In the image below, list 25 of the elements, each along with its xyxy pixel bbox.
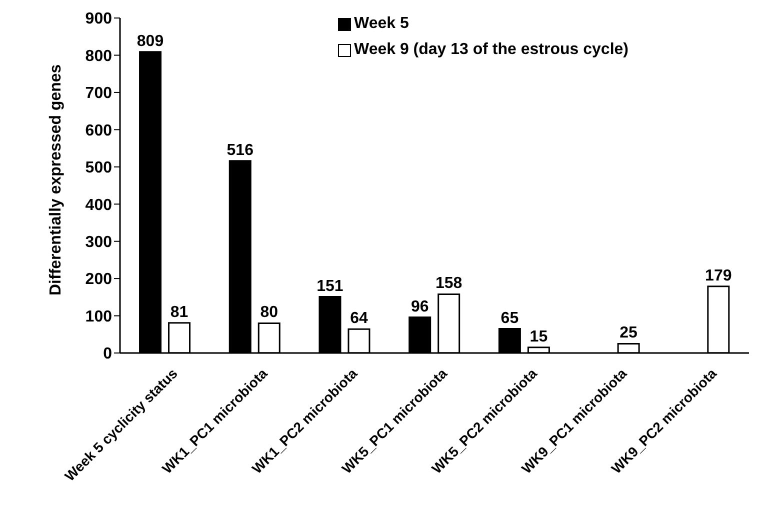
y-tick-label: 600 (85, 122, 112, 140)
y-tick-label: 200 (85, 271, 112, 288)
y-tick-label: 700 (85, 85, 112, 102)
data-label: 25 (620, 324, 638, 342)
data-label: 151 (316, 278, 344, 295)
data-label: 96 (410, 298, 429, 316)
data-label: 80 (260, 304, 278, 322)
y-tick-label: 300 (85, 234, 112, 252)
y-tick-label: 400 (85, 196, 112, 214)
legend-label: Week 9 (day 13 of the estrous cycle) (354, 41, 628, 59)
y-axis-title: Differentially expressed genes (48, 64, 65, 296)
y-tick-label: 500 (85, 160, 112, 177)
data-label: 179 (705, 267, 732, 284)
y-tick-label: 800 (85, 48, 112, 65)
data-label: 81 (170, 304, 188, 321)
data-label: 65 (500, 310, 519, 327)
y-tick-label: 900 (85, 10, 112, 28)
y-tick-label: 0 (103, 346, 112, 363)
data-label: 516 (226, 142, 254, 159)
legend-label: Week 5 (354, 15, 409, 33)
y-tick-label: 100 (85, 308, 112, 326)
data-label: 64 (350, 310, 368, 328)
data-label: 158 (435, 275, 462, 292)
data-label: 15 (530, 328, 548, 346)
data-label: 809 (136, 32, 164, 50)
